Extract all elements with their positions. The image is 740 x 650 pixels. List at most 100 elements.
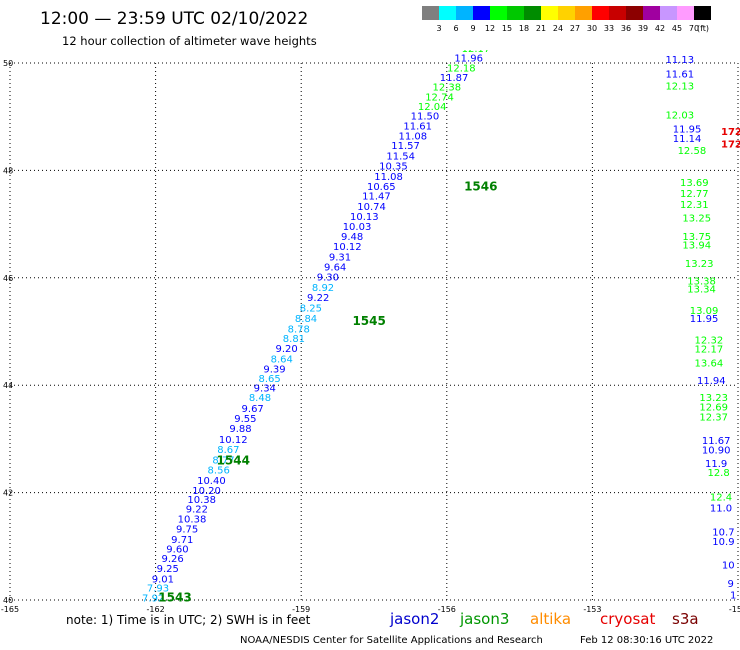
wave-height-value: 9.30 — [317, 273, 339, 284]
wave-height-value: 13.09 — [690, 306, 719, 317]
wave-height-value: 11.57 — [391, 141, 420, 152]
wave-height-value: 8.81 — [283, 334, 305, 345]
wave-height-value: 11.61 — [403, 121, 432, 132]
wave-height-value-clipped: 172 — [721, 127, 740, 138]
wave-height-value: 9.88 — [229, 424, 251, 435]
colorbar-swatch — [507, 6, 524, 20]
wave-height-value: 10.12 — [333, 242, 362, 253]
wave-height-value: 12.77 — [680, 189, 709, 200]
wave-height-value: 7.92 — [142, 593, 164, 604]
wave-height-value: 7.93 — [147, 584, 169, 595]
wave-height-value: 11.61 — [665, 70, 694, 81]
y-tick-label: 40 — [3, 596, 13, 605]
colorbar-swatch — [422, 6, 439, 20]
wave-height-value: 11.14 — [673, 134, 702, 145]
wave-height-value: 13.69 — [680, 178, 709, 189]
colorbar-swatch — [439, 6, 456, 20]
wave-height-value: 9.60 — [166, 544, 188, 555]
wave-height-value: 10.38 — [178, 514, 207, 525]
colorbar-swatch — [490, 6, 507, 20]
colorbar-swatch — [456, 6, 473, 20]
wave-height-value: 10.35 — [379, 162, 408, 173]
colorbar-swatch — [694, 6, 711, 20]
wave-height-value: 9.22 — [307, 293, 329, 304]
wave-height-value: 12.74 — [425, 92, 454, 103]
colorbar-swatch — [660, 6, 677, 20]
wave-height-value: 10.20 — [192, 486, 221, 497]
colorbar-label: 70 — [689, 24, 699, 33]
pass-number-label: 1544 — [217, 453, 250, 467]
chart-subtitle: 12 hour collection of altimeter wave hei… — [62, 34, 317, 48]
wave-height-value: 10.90 — [702, 446, 731, 457]
wave-height-value: 12.17 — [462, 44, 491, 55]
wave-height-value: 11.96 — [454, 54, 483, 65]
wave-height-value: 9.71 — [171, 535, 193, 546]
wave-height-value: 13.23 — [685, 259, 714, 270]
wave-height-value: 10.03 — [343, 222, 372, 233]
wave-height-value: 12.37 — [699, 412, 728, 423]
wave-height-value: 8.77 — [212, 455, 234, 466]
colorbar-label: 42 — [655, 24, 665, 33]
wave-height-value: 8.64 — [271, 354, 293, 365]
colorbar-swatch — [677, 6, 694, 20]
wave-height-value: 10.7 — [712, 527, 734, 538]
pass-number-label: 1543 — [158, 590, 191, 604]
wave-height-value-clipped: 172 — [721, 139, 740, 150]
wave-height-value: 8.25 — [300, 303, 322, 314]
wave-height-value: 9 — [728, 579, 734, 590]
wave-height-value: 13.38 — [687, 276, 716, 287]
wave-height-value: 13.06 — [469, 34, 498, 45]
wave-height-value: 8.92 — [312, 283, 334, 294]
colorbar-label: 36 — [621, 24, 631, 33]
colorbar-swatch — [524, 6, 541, 20]
wave-height-value: 11.95 — [673, 125, 702, 136]
wave-height-value: 13.25 — [682, 214, 711, 225]
wave-height-value: 8.65 — [259, 374, 281, 385]
colorbar-label: 45 — [672, 24, 682, 33]
wave-height-value: 11.08 — [399, 131, 428, 142]
wave-height-value: 8.84 — [295, 314, 317, 325]
colorbar-label: 6 — [453, 24, 458, 33]
wave-height-value: 10.40 — [197, 476, 226, 487]
x-tick-label: -159 — [292, 605, 310, 614]
wave-height-value: 11.95 — [690, 314, 719, 325]
colorbar-swatch — [592, 6, 609, 20]
wave-height-value: 9.01 — [152, 575, 174, 586]
wave-height-value: 13.94 — [682, 241, 711, 252]
wave-height-value: 10.38 — [187, 495, 216, 506]
wave-height-value: 11.67 — [702, 436, 731, 447]
y-tick-label: 42 — [3, 489, 13, 498]
wave-height-value: 12.17 — [695, 345, 724, 356]
wave-height-value: 12.04 — [418, 102, 447, 113]
wave-height-value: 12.58 — [678, 146, 707, 157]
wave-height-value: 9.64 — [324, 263, 346, 274]
colorbar-label: 3 — [436, 24, 441, 33]
wave-height-value: 10.9 — [712, 537, 734, 548]
colorbar-swatch — [541, 6, 558, 20]
wave-height-value: 11.54 — [386, 151, 415, 162]
wave-height-value: 10.13 — [350, 212, 379, 223]
colorbar-swatch — [643, 6, 660, 20]
pass-number-label: 1545 — [352, 314, 385, 328]
satellite-legend-altika: altika — [530, 610, 571, 628]
satellite-legend-s3a: s3a — [672, 610, 699, 628]
wave-height-value: 12.8 — [707, 468, 729, 479]
plot-area: -165 -162 -159 -156 -153 -150 40 42 44 46 48 50 7.92… — [1, 34, 740, 614]
x-tick-label: -156 — [438, 605, 456, 614]
colorbar-label: 33 — [604, 24, 614, 33]
wave-height-value: 12.4 — [710, 492, 732, 503]
wave-height-value: 9.22 — [186, 505, 208, 516]
wave-height-value: 12.18 — [447, 63, 476, 74]
colorbar-label: 27 — [570, 24, 580, 33]
colorbar-label: 18 — [519, 24, 529, 33]
colorbar-swatch — [575, 6, 592, 20]
wave-height-value: 9.75 — [176, 525, 198, 536]
colorbar-label: 30 — [587, 24, 597, 33]
wave-height-value: 11.94 — [697, 376, 726, 387]
wave-height-value: 11.9 — [705, 459, 727, 470]
wave-height-value: 10.65 — [367, 182, 396, 193]
color-scale-bar: 3 6 9 12 15 18 21 24 27 30 33 36 39 42 45 70(ft) — [422, 6, 711, 33]
wave-height-value: 9.67 — [242, 404, 264, 415]
wave-height-value: 12.32 — [695, 336, 724, 347]
colorbar-unit: (ft) — [697, 24, 709, 33]
